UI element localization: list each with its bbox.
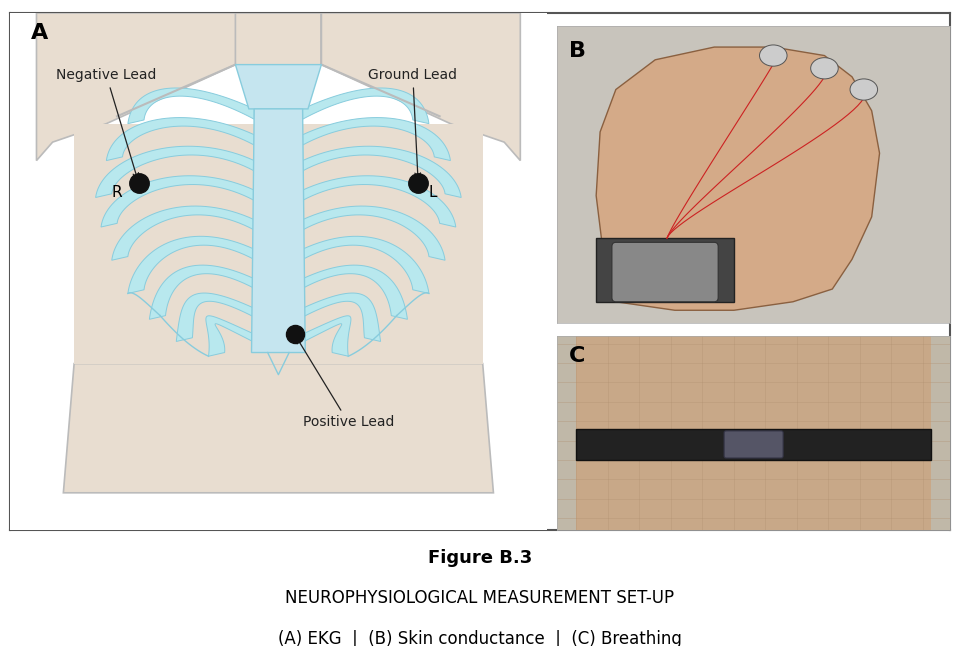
Text: Figure B.3: Figure B.3 — [428, 549, 532, 567]
Text: Negative Lead: Negative Lead — [57, 68, 156, 179]
Text: R: R — [111, 185, 122, 200]
Polygon shape — [302, 88, 429, 123]
Polygon shape — [74, 123, 483, 364]
Text: Positive Lead: Positive Lead — [297, 338, 394, 430]
Polygon shape — [96, 146, 254, 198]
Polygon shape — [302, 176, 456, 227]
Polygon shape — [63, 364, 493, 493]
Polygon shape — [111, 206, 254, 260]
Polygon shape — [302, 236, 429, 293]
Polygon shape — [128, 88, 254, 123]
FancyBboxPatch shape — [724, 431, 783, 458]
Polygon shape — [235, 65, 322, 109]
Polygon shape — [107, 118, 254, 161]
Polygon shape — [235, 13, 322, 65]
Polygon shape — [302, 316, 351, 356]
Polygon shape — [576, 429, 931, 460]
Polygon shape — [302, 265, 407, 319]
Polygon shape — [596, 238, 733, 302]
Text: C: C — [568, 346, 585, 366]
Text: Ground Lead: Ground Lead — [369, 68, 457, 178]
Polygon shape — [302, 293, 380, 342]
Text: L: L — [429, 185, 438, 200]
Ellipse shape — [810, 57, 838, 79]
Polygon shape — [322, 13, 520, 161]
Polygon shape — [128, 236, 254, 293]
Text: A: A — [31, 23, 48, 43]
Ellipse shape — [759, 45, 787, 66]
Text: NEUROPHYSIOLOGICAL MEASUREMENT SET-UP: NEUROPHYSIOLOGICAL MEASUREMENT SET-UP — [285, 589, 675, 607]
Polygon shape — [150, 265, 254, 319]
Polygon shape — [205, 316, 254, 356]
Ellipse shape — [850, 79, 877, 100]
Polygon shape — [101, 176, 254, 227]
Polygon shape — [302, 118, 450, 161]
Polygon shape — [596, 47, 879, 310]
Text: B: B — [568, 41, 586, 61]
Polygon shape — [252, 109, 305, 353]
Text: (A) EKG  |  (B) Skin conductance  |  (C) Breathing: (A) EKG | (B) Skin conductance | (C) Bre… — [278, 629, 682, 646]
Polygon shape — [302, 146, 461, 198]
Polygon shape — [302, 206, 445, 260]
Polygon shape — [177, 293, 254, 342]
Polygon shape — [36, 13, 235, 161]
Polygon shape — [576, 336, 931, 530]
FancyBboxPatch shape — [612, 242, 718, 302]
